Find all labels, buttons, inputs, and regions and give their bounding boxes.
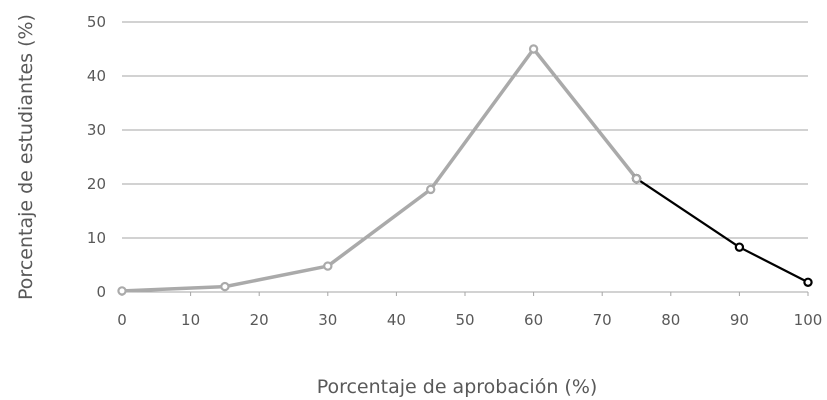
data-point <box>734 242 745 252</box>
data-point <box>323 261 333 271</box>
data-point-junction <box>631 173 642 184</box>
data-point <box>528 44 539 54</box>
y-tick-label: 50 <box>87 13 106 31</box>
x-tick-label: 50 <box>455 311 474 329</box>
x-axis-title: Porcentaje de aprobación (%) <box>317 376 598 398</box>
series-line-1 <box>635 177 810 284</box>
y-tick-label: 40 <box>87 67 106 85</box>
x-tick-label: 20 <box>250 311 269 329</box>
y-tick-label: 0 <box>96 283 106 301</box>
series-lines <box>120 47 810 293</box>
x-tick-label: 10 <box>181 311 200 329</box>
data-point <box>117 286 127 296</box>
x-tick-labels: 0 10 20 30 40 50 60 70 80 90 100 <box>117 311 822 329</box>
x-tick-label: 40 <box>387 311 406 329</box>
x-tick-label: 0 <box>117 311 127 329</box>
x-tick-label: 80 <box>661 311 680 329</box>
x-tick-label: 90 <box>730 311 749 329</box>
x-tick-label: 100 <box>794 311 823 329</box>
gridlines <box>121 21 809 296</box>
y-tick-label: 20 <box>87 175 106 193</box>
x-tick-label: 30 <box>318 311 337 329</box>
data-point <box>426 184 436 195</box>
x-tick-label: 60 <box>524 311 543 329</box>
y-tick-labels: 0 10 20 30 40 50 <box>87 13 106 301</box>
y-tick-label: 10 <box>87 229 106 247</box>
y-tick-label: 30 <box>87 121 106 139</box>
data-point <box>220 281 230 292</box>
series-points <box>117 44 813 296</box>
series-line-0 <box>120 47 639 293</box>
data-point <box>803 277 813 287</box>
y-axis-title: Porcentaje de estudiantes (%) <box>15 14 37 300</box>
x-tick-label: 70 <box>593 311 612 329</box>
